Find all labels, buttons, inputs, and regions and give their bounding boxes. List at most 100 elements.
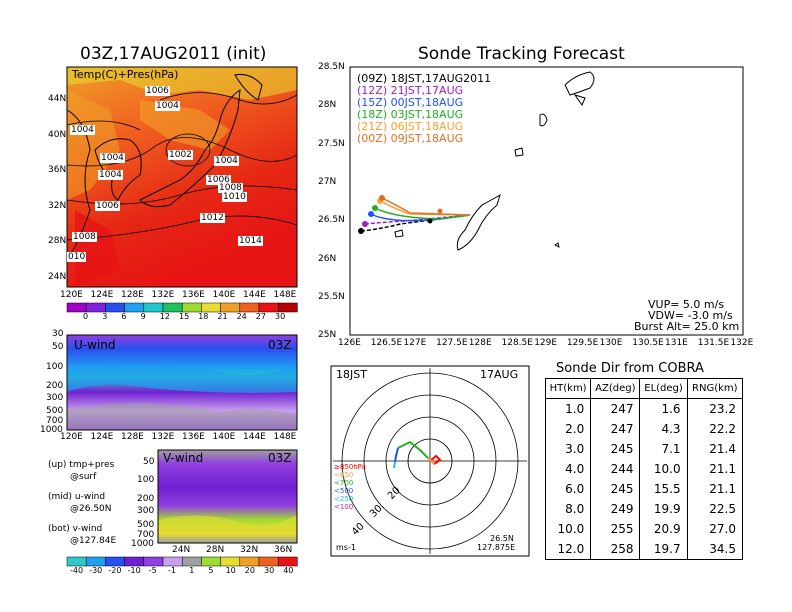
note-bot: (bot) v-wind	[48, 524, 103, 534]
isobar-label: 1004	[155, 101, 180, 111]
wind-colorbar-cell	[85, 556, 106, 567]
wind-colorbar-cell	[258, 556, 279, 567]
polar-lat: 26.5N	[490, 534, 514, 543]
vwind-lat-label: 24N	[172, 545, 191, 555]
uwind-pressure-label: 50	[52, 342, 64, 352]
tracking-lat-label: 28.5N	[318, 62, 345, 72]
wind-colorbar-cell	[143, 556, 164, 567]
tracking-lon-label: 130E	[599, 338, 623, 348]
tracking-lat-label: 27.5N	[318, 138, 345, 149]
table-row: 10.0 255 20.9 27.0	[544, 519, 744, 539]
polar-time: 18JST	[336, 368, 367, 381]
table-cell: 6.0	[544, 479, 592, 499]
isobar-label: 1010	[222, 192, 247, 202]
isobar-label: 1004	[70, 125, 95, 135]
tracking-lat-label: 25.5N	[318, 291, 345, 302]
sonde-track	[381, 197, 471, 216]
table-row: 2.0 247 4.3 22.2	[544, 419, 744, 439]
wind-colorbar-label: -20	[108, 566, 122, 575]
table-row: 6.0 245 15.5 21.1	[544, 479, 744, 499]
sonde-end-point	[362, 221, 368, 227]
temp-colorbar-label: 0	[83, 312, 89, 321]
wind-colorbar-label: 20	[244, 566, 255, 575]
tracking-lat-label: 27N	[318, 176, 337, 187]
table-cell: 244	[590, 459, 641, 479]
wind-colorbar	[66, 556, 298, 567]
map-lat-label: 28N	[48, 236, 67, 246]
polar-date: 17AUG	[480, 368, 519, 381]
temp-colorbar-label: 15	[179, 312, 190, 321]
map-lat-label: 32N	[48, 200, 67, 211]
tracking-param: Burst Alt= 25.0 km	[634, 320, 740, 333]
table-row: 4.0 244 10.0 21.1	[544, 459, 744, 479]
table-cell: 34.5	[686, 539, 744, 560]
sonde-burst-point	[427, 218, 433, 224]
vwind-pressure-label: 50	[143, 457, 155, 467]
temp-colorbar-label: 3	[102, 312, 108, 321]
vwind-pressure-label: 500	[137, 520, 155, 530]
map-lon-label: 144E	[243, 290, 266, 300]
table-cell: 1.0	[544, 398, 592, 419]
sonde-burst-point	[437, 208, 443, 214]
table-cell: 10.0	[544, 519, 592, 539]
table-cell: 23.2	[686, 398, 744, 419]
tracking-title: Sonde Tracking Forecast	[418, 44, 625, 64]
tracking-lon-label: 130.5E	[632, 338, 664, 348]
wind-colorbar-label: -5	[148, 566, 157, 575]
tracking-legend-item: (12Z) 21JST,17AUG	[357, 84, 464, 97]
hodograph-segment	[393, 461, 396, 469]
table-cell: 21.1	[686, 479, 744, 499]
table-cell: 20.9	[639, 519, 688, 539]
temp-colorbar-cell	[124, 302, 145, 313]
uwind-pressure-label: 200	[46, 381, 64, 391]
isobar-label: 1012	[200, 213, 225, 223]
table-cell: 12.0	[544, 539, 592, 560]
tracking-lon-label: 131E	[665, 338, 688, 348]
sonde-track	[360, 214, 471, 232]
isobar-label: 010	[67, 252, 87, 262]
table-row: 3.0 245 7.1 21.4	[544, 439, 744, 459]
temp-colorbar-label: 24	[236, 312, 247, 321]
polar-pressure-label: <100	[334, 503, 354, 511]
map-lon-label: 120E	[60, 290, 83, 300]
wind-colorbar-cell	[66, 556, 87, 567]
isobar-label: 1004	[100, 153, 125, 163]
hodograph-segment	[394, 447, 399, 463]
uwind-lon-label: 140E	[212, 432, 236, 442]
note-mid: (mid) u-wind	[48, 492, 106, 502]
vwind-pressure-label: 100	[137, 475, 155, 485]
sonde-direction-table: HT(km) AZ(deg) EL(deg) RNG(km) 1.0 247 1.6 23.…	[544, 378, 744, 560]
table-cell: 245	[590, 439, 641, 459]
uwind-pressure-label: 30	[52, 329, 64, 339]
table-cell: 245	[590, 479, 641, 499]
uwind-lon-label: 132E	[151, 432, 175, 442]
table-cell: 258	[590, 539, 641, 560]
wind-colorbar-label: -30	[89, 566, 103, 575]
vwind-lat-label: 32N	[240, 545, 259, 555]
hodograph-segment	[397, 440, 429, 459]
tracking-lon-label: 128.5E	[501, 338, 533, 348]
table-cell: 3.0	[544, 439, 592, 459]
uwind-lon-label: 120E	[60, 432, 83, 442]
vwind-pressure-label: 700	[137, 530, 155, 540]
tracking-lon-label: 128E	[468, 338, 492, 348]
vwind-lat-label: 28N	[206, 545, 225, 555]
tracking-lon-label: 129.5E	[566, 338, 599, 348]
temp-colorbar-label: 27	[255, 312, 266, 321]
uwind-pressure-label: 700	[46, 416, 64, 426]
uwind-pressure-label: 500	[46, 406, 64, 416]
polar-pressure-label: <700	[334, 479, 354, 487]
table-title: Sonde Dir from COBRA	[556, 361, 704, 376]
isobar-label: 1006	[95, 201, 120, 211]
table-cell: 15.5	[639, 479, 688, 499]
uwind-pressure-label: 100	[46, 362, 64, 372]
note-up-sub: @surf	[70, 472, 97, 482]
vwind-pressure-label: 200	[137, 494, 155, 504]
isobar-label: 1004	[98, 170, 123, 180]
tracking-param: VDW= -3.0 m/s	[648, 309, 733, 322]
tracking-lon-label: 132E	[730, 338, 754, 348]
sonde-end-point	[368, 211, 374, 217]
wind-colorbar-label: 30	[264, 566, 275, 575]
table-row: 12.0 258 19.7 34.5	[544, 539, 744, 560]
map-lon-label: 136E	[182, 290, 205, 300]
